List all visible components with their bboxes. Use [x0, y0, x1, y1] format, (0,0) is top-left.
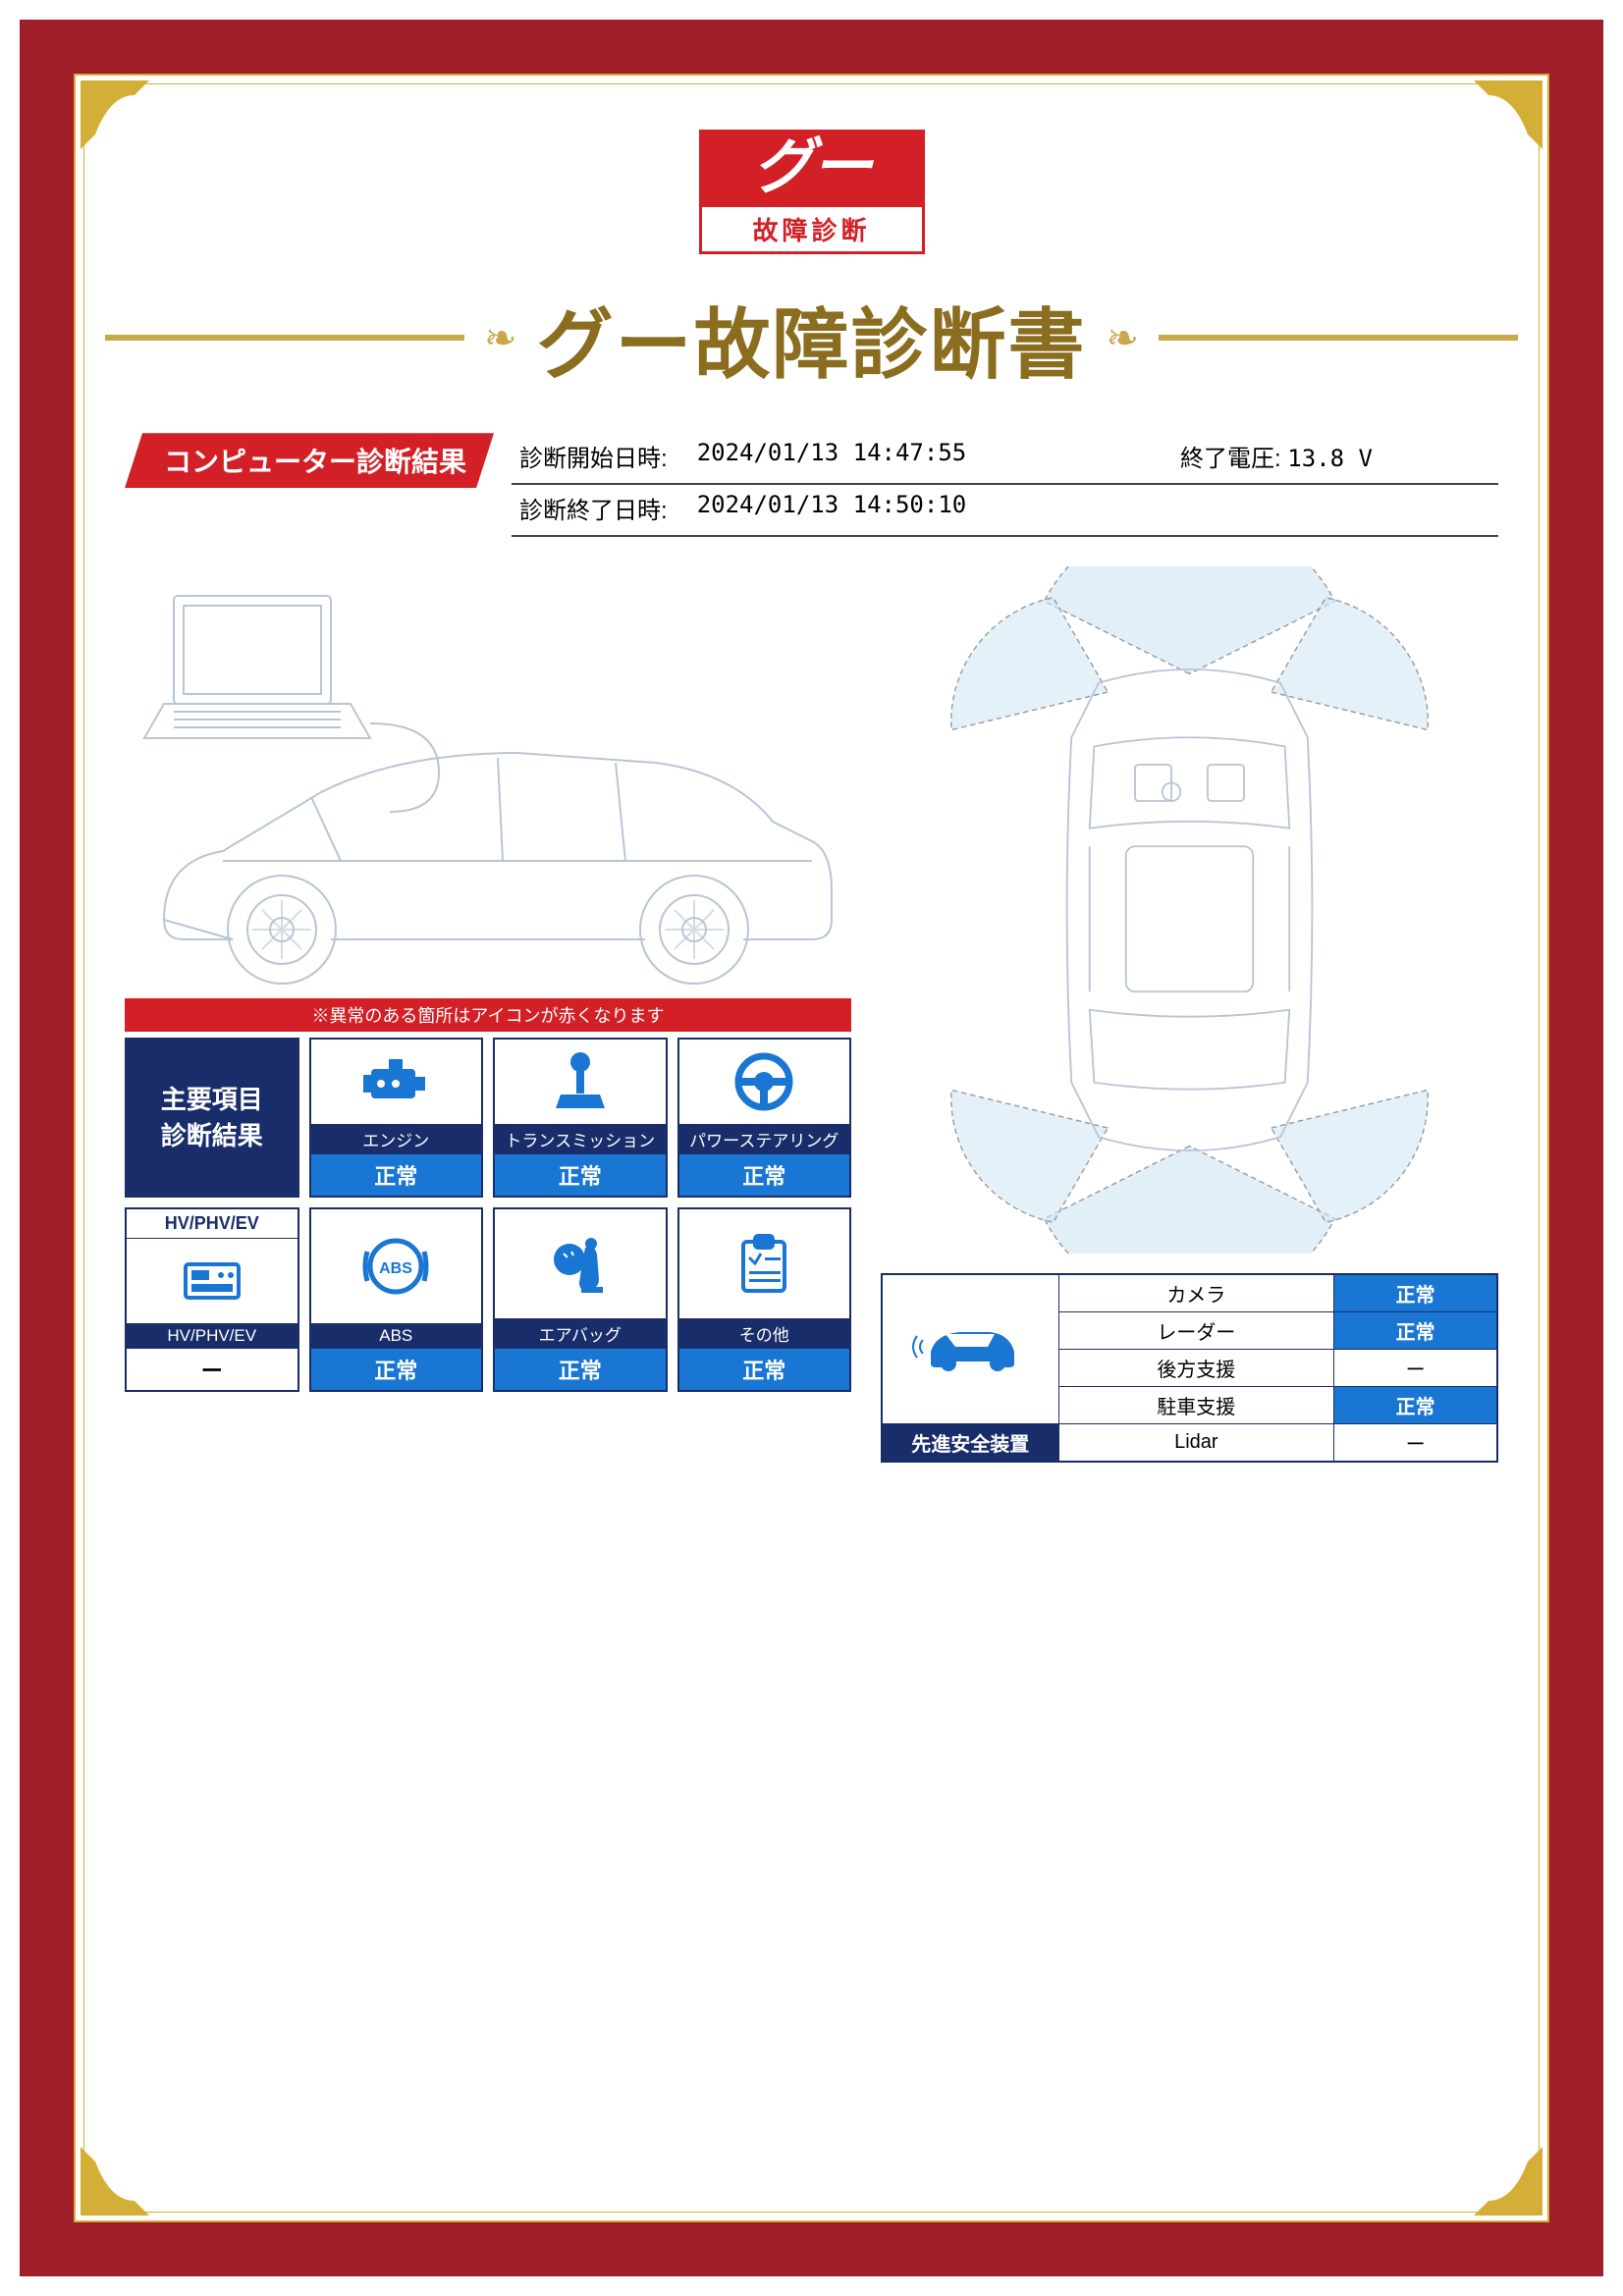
document-title: グー故障診断書: [537, 284, 1087, 394]
tile-airbag: エアバッグ 正常: [493, 1207, 668, 1392]
end-label: 診断終了日時:: [519, 491, 668, 525]
volt-label: 終了電圧:: [1180, 446, 1281, 472]
tile-abs: ABS ABS 正常: [309, 1207, 484, 1392]
volt-value: 13.8 V: [1287, 445, 1373, 472]
tile-status: 正常: [495, 1154, 666, 1196]
tile-status: ー: [127, 1349, 298, 1390]
tile-status: 正常: [679, 1154, 850, 1196]
tile-engine: エンジン 正常: [309, 1038, 484, 1198]
steering-icon: [679, 1040, 850, 1124]
tile-label: エンジン: [311, 1124, 482, 1154]
warning-note: ※異常のある箇所はアイコンが赤くなります: [125, 998, 851, 1032]
tile-status: 正常: [311, 1154, 482, 1196]
safety-row-status: 正常: [1334, 1387, 1497, 1424]
page: グー 故障診断 ❧ グー故障診断書 ❧ コンピューター診断結果 診断開始日時: …: [74, 74, 1549, 2222]
tile-label: エアバッグ: [495, 1318, 666, 1349]
end-value: 2024/01/13 14:50:10: [697, 491, 967, 525]
svg-text:ABS: ABS: [379, 1260, 412, 1277]
grid-header-tile: 主要項目 診断結果: [125, 1038, 299, 1198]
flourish-icon: ❧: [484, 316, 517, 361]
tile-label: HV/PHV/EV: [127, 1323, 298, 1349]
tile-status: 正常: [495, 1349, 666, 1390]
document-title-row: ❧ グー故障診断書 ❧: [105, 284, 1518, 394]
certificate-frame: グー 故障診断 ❧ グー故障診断書 ❧ コンピューター診断結果 診断開始日時: …: [20, 20, 1603, 2276]
start-label: 診断開始日時:: [519, 439, 668, 473]
tile-status: 正常: [679, 1349, 850, 1390]
tile-transmission: トランスミッション 正常: [493, 1038, 668, 1198]
logo-text-top: グー: [702, 133, 922, 207]
safety-header: 先進安全装置: [882, 1424, 1058, 1463]
diagnosis-info-bar: コンピューター診断結果 診断開始日時: 2024/01/13 14:47:55 …: [125, 433, 1498, 537]
safety-row-label: 後方支援: [1058, 1350, 1334, 1387]
safety-row-label: レーダー: [1058, 1312, 1334, 1350]
transmission-icon: [495, 1040, 666, 1124]
airbag-icon: [495, 1209, 666, 1318]
safety-row-status: ー: [1334, 1350, 1497, 1387]
car-side-diagram: [125, 566, 851, 988]
info-line-start: 診断開始日時: 2024/01/13 14:47:55 終了電圧: 13.8 V: [512, 433, 1498, 485]
safety-row-label: カメラ: [1058, 1274, 1334, 1312]
start-value: 2024/01/13 14:47:55: [697, 439, 967, 473]
hv-icon: [127, 1239, 298, 1323]
car-top-diagram: [881, 566, 1498, 1254]
hv-top-label: HV/PHV/EV: [127, 1209, 298, 1239]
safety-row-status: 正常: [1334, 1312, 1497, 1350]
tile-label: トランスミッション: [495, 1124, 666, 1154]
tile-status: 正常: [311, 1349, 482, 1390]
engine-icon: [311, 1040, 482, 1124]
tile-other: その他 正常: [677, 1207, 852, 1392]
safety-row-label: 駐車支援: [1058, 1387, 1334, 1424]
safety-car-icon: [882, 1274, 1058, 1424]
safety-row-status: ー: [1334, 1424, 1497, 1463]
logo-text-bottom: 故障診断: [702, 207, 922, 251]
info-line-end: 診断終了日時: 2024/01/13 14:50:10: [512, 485, 1498, 537]
flourish-icon: ❧: [1107, 316, 1140, 361]
brand-logo: グー 故障診断: [699, 130, 925, 254]
abs-icon: ABS: [311, 1209, 482, 1323]
diagnosis-grid: 主要項目 診断結果 エンジン 正常: [125, 1038, 851, 1392]
tile-hv: HV/PHV/EV HV/PHV/EV ー: [125, 1207, 299, 1392]
safety-table: カメラ正常レーダー正常後方支援ー駐車支援正常先進安全装置Lidarー: [881, 1273, 1498, 1463]
tile-label: ABS: [311, 1323, 482, 1349]
tile-label: その他: [679, 1318, 850, 1349]
clipboard-icon: [679, 1209, 850, 1318]
safety-row-status: 正常: [1334, 1274, 1497, 1312]
section-tab: コンピューター診断結果: [125, 433, 494, 488]
safety-row-label: Lidar: [1058, 1424, 1334, 1463]
tile-power-steering: パワーステアリング 正常: [677, 1038, 852, 1198]
grid-header-text: 主要項目 診断結果: [127, 1082, 298, 1153]
tile-label: パワーステアリング: [679, 1124, 850, 1154]
